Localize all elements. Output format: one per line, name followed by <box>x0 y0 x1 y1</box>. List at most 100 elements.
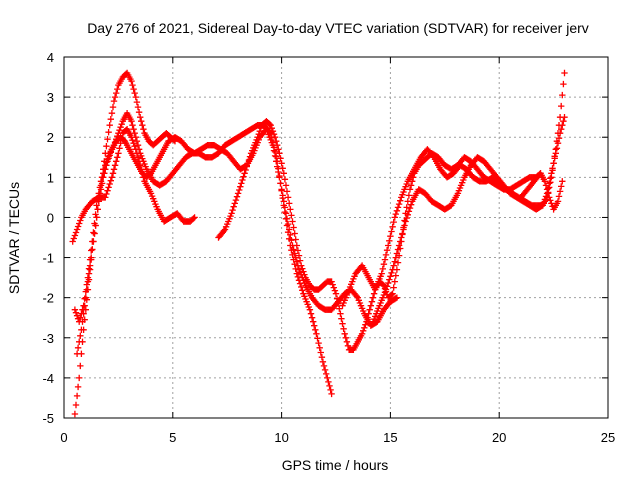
data-point-marker <box>378 270 385 277</box>
data-point-marker <box>77 217 84 224</box>
data-point-marker <box>103 143 110 150</box>
data-point-marker <box>131 89 138 97</box>
data-point-marker <box>241 170 248 177</box>
data-point-marker <box>106 152 113 159</box>
data-point-marker <box>274 163 281 170</box>
data-point-marker <box>310 318 317 325</box>
data-point-marker <box>538 202 545 210</box>
data-point-marker <box>559 91 566 99</box>
data-point-marker <box>72 401 80 409</box>
data-point-marker <box>234 190 242 197</box>
x-tick-label: 10 <box>274 430 288 445</box>
data-point-marker <box>400 226 407 233</box>
data-point-marker <box>293 258 300 265</box>
data-point-marker <box>401 222 408 229</box>
data-point-marker <box>406 186 414 193</box>
data-point-marker <box>117 124 124 131</box>
data-point-marker <box>70 235 77 242</box>
data-point-marker <box>129 81 136 89</box>
data-point-marker <box>390 262 397 269</box>
data-point-marker <box>256 128 263 135</box>
data-point-marker <box>342 334 349 341</box>
data-point-marker <box>339 320 346 327</box>
data-point-marker <box>82 294 89 301</box>
data-point-marker <box>555 193 563 200</box>
data-point-marker <box>281 176 289 183</box>
data-point-marker <box>231 200 238 207</box>
data-point-marker <box>130 85 137 93</box>
data-point-marker <box>114 85 121 93</box>
data-point-marker <box>364 314 371 321</box>
data-point-marker <box>551 155 558 162</box>
data-point-marker <box>336 305 343 312</box>
data-point-marker <box>282 210 290 217</box>
data-point-marker <box>104 187 111 194</box>
data-point-marker <box>230 203 237 210</box>
data-point-marker <box>387 273 394 280</box>
data-point-marker <box>110 97 118 105</box>
data-point-marker <box>128 118 135 125</box>
data-point-marker <box>320 362 328 370</box>
x-tick-label: 20 <box>492 430 506 445</box>
y-tick-label: -3 <box>42 331 54 346</box>
data-point-marker <box>283 222 291 229</box>
data-series-track-8 <box>517 170 566 213</box>
data-point-marker <box>76 338 83 345</box>
data-point-marker <box>81 302 88 309</box>
data-point-marker <box>539 202 546 209</box>
data-point-marker <box>327 386 334 394</box>
data-point-marker <box>344 342 352 349</box>
data-point-marker <box>79 306 86 313</box>
data-series-track-7 <box>369 114 568 325</box>
data-point-marker <box>558 102 565 110</box>
data-point-marker <box>558 126 565 133</box>
data-point-marker <box>242 166 249 174</box>
data-point-marker <box>190 215 197 222</box>
data-point-marker <box>380 282 388 289</box>
data-point-marker <box>130 126 137 133</box>
data-point-marker <box>389 223 396 230</box>
data-point-marker <box>365 310 372 317</box>
data-point-marker <box>548 170 555 177</box>
data-point-marker <box>337 310 344 317</box>
data-point-marker <box>282 182 290 189</box>
data-point-marker <box>131 143 138 150</box>
data-point-marker <box>556 188 564 195</box>
data-point-marker <box>86 262 94 269</box>
axis-ticks: 0 5 10 15 20 25 -5 -4 -3 -2 -1 0 1 2 3 4 <box>42 50 615 445</box>
data-point-marker <box>335 300 342 307</box>
data-point-marker <box>107 177 114 184</box>
data-point-marker <box>338 315 345 322</box>
data-point-marker <box>273 138 280 145</box>
data-point-marker <box>103 190 110 198</box>
data-point-marker <box>548 200 555 207</box>
data-point-marker <box>316 344 323 351</box>
data-point-marker <box>311 322 318 329</box>
data-point-marker <box>130 140 137 147</box>
data-point-marker <box>131 130 138 137</box>
data-point-marker <box>266 121 273 128</box>
data-point-marker <box>300 268 307 275</box>
data-point-marker <box>284 220 292 228</box>
data-point-marker <box>92 211 99 218</box>
data-point-marker <box>292 265 299 273</box>
data-point-marker <box>83 286 90 293</box>
data-point-marker <box>278 186 285 193</box>
data-point-marker <box>269 128 277 135</box>
data-point-marker <box>270 147 278 154</box>
data-point-marker <box>403 214 410 222</box>
data-point-marker <box>281 204 289 211</box>
data-point-marker <box>391 258 398 265</box>
data-point-marker <box>109 103 117 111</box>
data-series-track-5 <box>215 118 544 353</box>
data-point-marker <box>246 153 254 160</box>
data-point-marker <box>543 186 551 193</box>
data-point-marker <box>271 134 279 141</box>
data-point-marker <box>391 214 398 221</box>
data-point-marker <box>103 162 110 169</box>
data-point-marker <box>296 257 304 264</box>
data-point-marker <box>111 93 119 101</box>
data-point-marker <box>116 145 123 152</box>
data-point-marker <box>76 374 83 382</box>
data-point-marker <box>402 218 409 225</box>
